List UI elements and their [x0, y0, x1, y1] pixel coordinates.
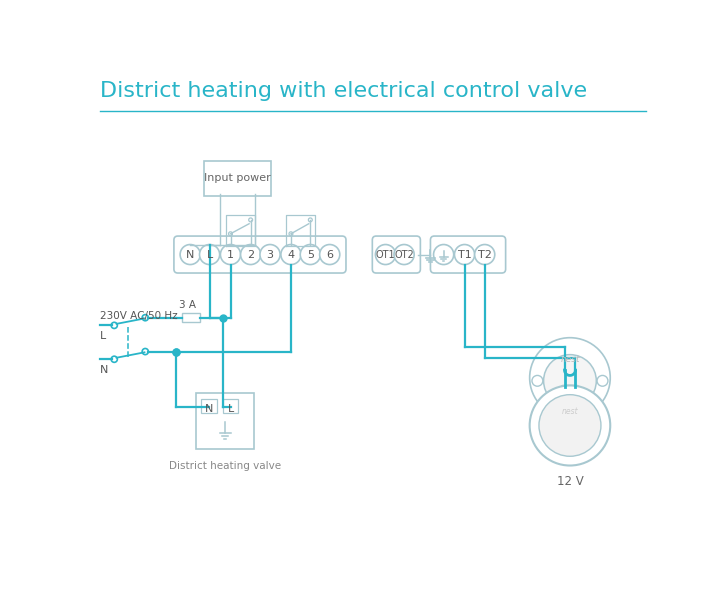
FancyBboxPatch shape	[197, 393, 254, 448]
FancyBboxPatch shape	[430, 236, 506, 273]
Text: 4: 4	[288, 249, 295, 260]
Circle shape	[563, 395, 566, 399]
Text: L: L	[227, 403, 234, 413]
Text: OT2: OT2	[395, 249, 414, 260]
Text: 6: 6	[326, 249, 333, 260]
Text: N: N	[100, 365, 108, 375]
Circle shape	[539, 394, 601, 456]
Circle shape	[249, 218, 253, 222]
Circle shape	[281, 245, 301, 264]
Text: 230V AC/50 Hz: 230V AC/50 Hz	[100, 311, 178, 321]
Text: N: N	[186, 249, 194, 260]
Circle shape	[434, 245, 454, 264]
Circle shape	[574, 395, 577, 399]
Circle shape	[300, 245, 320, 264]
Circle shape	[544, 355, 596, 407]
Circle shape	[289, 232, 293, 236]
Circle shape	[530, 338, 610, 418]
Text: District heating with electrical control valve: District heating with electrical control…	[100, 81, 587, 100]
Circle shape	[597, 375, 608, 386]
Circle shape	[475, 245, 495, 264]
Circle shape	[111, 356, 117, 362]
Circle shape	[309, 218, 312, 222]
Text: nest: nest	[561, 407, 578, 416]
Circle shape	[180, 245, 200, 264]
Circle shape	[142, 349, 149, 355]
FancyBboxPatch shape	[201, 399, 216, 413]
Text: District heating valve: District heating valve	[169, 461, 281, 471]
Circle shape	[320, 245, 340, 264]
FancyBboxPatch shape	[561, 386, 579, 396]
FancyBboxPatch shape	[204, 160, 271, 196]
Circle shape	[454, 245, 475, 264]
Circle shape	[142, 315, 149, 321]
Text: T1: T1	[458, 249, 472, 260]
Circle shape	[394, 245, 414, 264]
Circle shape	[260, 245, 280, 264]
Text: L: L	[100, 331, 106, 341]
Text: Input power: Input power	[204, 173, 271, 184]
Text: 3: 3	[266, 249, 274, 260]
Circle shape	[229, 232, 232, 236]
Circle shape	[530, 386, 610, 466]
FancyBboxPatch shape	[372, 236, 420, 273]
Text: 1: 1	[227, 249, 234, 260]
Text: nest: nest	[561, 355, 579, 364]
Text: 12 V: 12 V	[557, 475, 583, 488]
Circle shape	[221, 245, 240, 264]
Text: L: L	[207, 249, 213, 260]
Text: 5: 5	[306, 249, 314, 260]
FancyBboxPatch shape	[223, 399, 238, 413]
Circle shape	[532, 375, 543, 386]
FancyBboxPatch shape	[174, 236, 346, 273]
FancyBboxPatch shape	[182, 313, 200, 323]
Circle shape	[240, 245, 261, 264]
Text: 2: 2	[247, 249, 254, 260]
Text: OT1: OT1	[376, 249, 395, 260]
Text: 3 A: 3 A	[178, 300, 196, 310]
Text: T2: T2	[478, 249, 491, 260]
Circle shape	[376, 245, 395, 264]
Circle shape	[111, 323, 117, 328]
Circle shape	[199, 245, 220, 264]
Text: N: N	[205, 403, 213, 413]
